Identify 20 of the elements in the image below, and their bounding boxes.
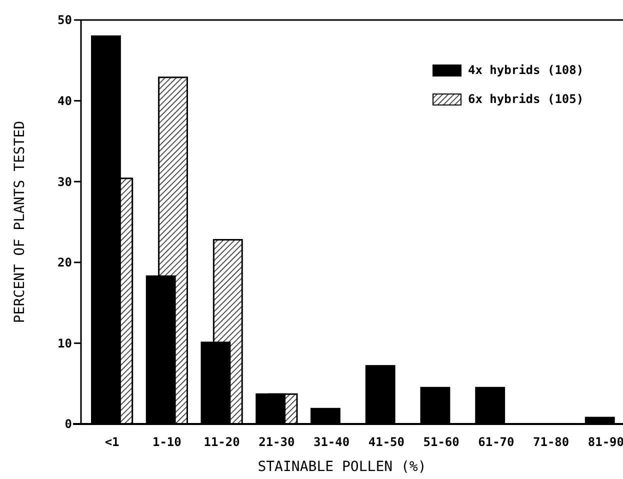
y-tick-label: 0 xyxy=(64,417,72,432)
x-axis-title: STAINABLE POLLEN (%) xyxy=(258,459,426,475)
legend-label: 6x hybrids (105) xyxy=(468,92,584,106)
y-tick-label: 30 xyxy=(58,174,72,189)
y-axis-title: PERCENT OF PLANTS TESTED xyxy=(12,120,28,324)
x-tick-label: <1 xyxy=(104,435,120,450)
x-tick-label: 1-10 xyxy=(152,435,182,450)
x-tick-label: 11-20 xyxy=(204,435,240,450)
x-tick-label: 21-30 xyxy=(258,435,295,450)
y-tick-label: 40 xyxy=(58,94,72,108)
y-tick-label: 50 xyxy=(58,13,72,28)
x-tick-label: 71-80 xyxy=(533,435,570,450)
y-tick-label: 20 xyxy=(58,256,72,270)
x-tick-label: 81-90 xyxy=(588,435,623,450)
x-tick-label: 31-40 xyxy=(314,435,350,450)
legend-label: 4x hybrids (108) xyxy=(468,63,584,78)
y-tick-label: 10 xyxy=(58,336,72,350)
x-tick-label: 51-60 xyxy=(423,435,460,450)
x-tick-label: 61-70 xyxy=(478,435,514,450)
x-tick-label: 41-50 xyxy=(368,435,404,450)
